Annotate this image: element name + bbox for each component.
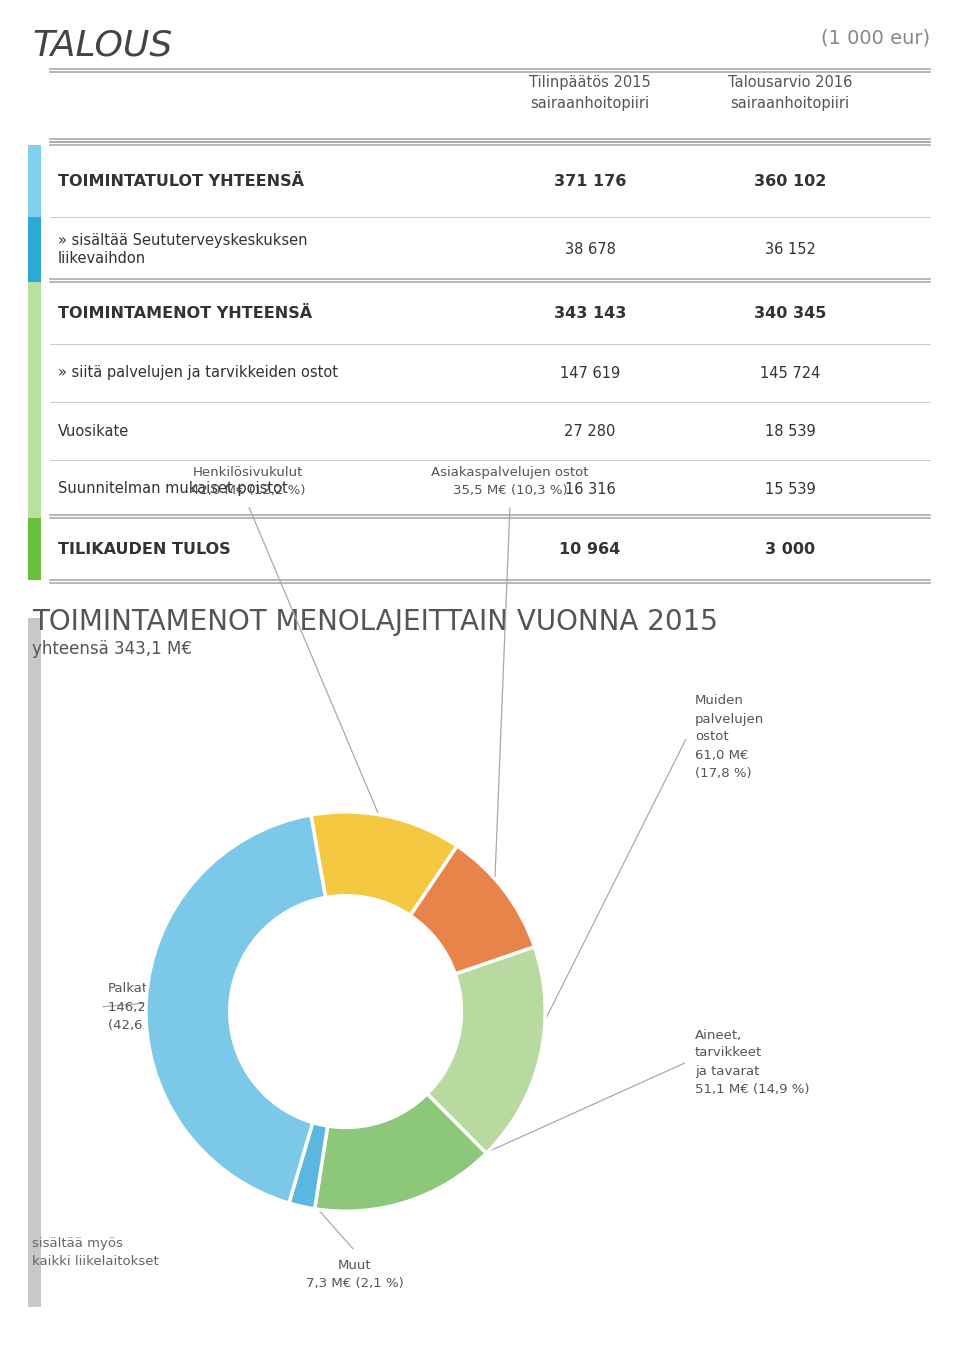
Bar [28,402,41,461]
Text: Muut
7,3 M€ (2,1 %): Muut 7,3 M€ (2,1 %) [306,1259,404,1290]
Wedge shape [146,815,325,1203]
Bar [28,518,41,580]
Wedge shape [315,1094,486,1211]
Text: TOIMINTATULOT YHTEENSÄ: TOIMINTATULOT YHTEENSÄ [58,174,304,189]
Bar [28,217,41,282]
Bar [28,618,41,1307]
Text: Aineet,
tarvikkeet
ja tavarat
51,1 M€ (14,9 %): Aineet, tarvikkeet ja tavarat 51,1 M€ (1… [695,1028,809,1095]
Bar [28,461,41,518]
Wedge shape [289,1122,327,1208]
Text: TALOUS: TALOUS [32,29,172,63]
Text: 147 619: 147 619 [560,365,620,380]
Text: Asiakaspalvelujen ostot
35,5 M€ (10,3 %): Asiakaspalvelujen ostot 35,5 M€ (10,3 %) [431,466,588,498]
Text: 145 724: 145 724 [759,365,820,380]
Text: TOIMINTAMENOT MENOLAJEITTAIN VUONNA 2015: TOIMINTAMENOT MENOLAJEITTAIN VUONNA 2015 [32,608,718,636]
Text: 371 176: 371 176 [554,174,626,189]
Wedge shape [410,846,535,975]
Text: TOIMINTAMENOT YHTEENSÄ: TOIMINTAMENOT YHTEENSÄ [58,305,312,320]
Text: 27 280: 27 280 [564,424,615,439]
Text: 18 539: 18 539 [764,424,815,439]
Text: Tilinpäätös 2015
sairaanhoitopiiri: Tilinpäätös 2015 sairaanhoitopiiri [529,75,651,111]
Text: sisältää myös
kaikki liikelaitokset: sisältää myös kaikki liikelaitokset [32,1237,158,1269]
Text: 16 316: 16 316 [564,481,615,496]
Text: » sisältää Seututerveyskeskuksen
liikevaihdon: » sisältää Seututerveyskeskuksen liikeva… [58,234,307,265]
Text: 10 964: 10 964 [560,541,620,556]
Circle shape [229,895,462,1128]
Text: 3 000: 3 000 [765,541,815,556]
Text: yhteensä 343,1 M€: yhteensä 343,1 M€ [32,640,192,658]
Text: 340 345: 340 345 [754,305,827,320]
Text: Vuosikate: Vuosikate [58,424,130,439]
Wedge shape [427,947,545,1154]
Text: 343 143: 343 143 [554,305,626,320]
Bar [28,282,41,344]
Text: 38 678: 38 678 [564,242,615,257]
Text: Talousarvio 2016
sairaanhoitopiiri: Talousarvio 2016 sairaanhoitopiiri [728,75,852,111]
Text: Muiden
palvelujen
ostot
61,0 M€
(17,8 %): Muiden palvelujen ostot 61,0 M€ (17,8 %) [695,694,764,779]
Text: TILIKAUDEN TULOS: TILIKAUDEN TULOS [58,541,230,556]
Text: 360 102: 360 102 [754,174,827,189]
Text: Palkat
146,2 M€
(42,6 %): Palkat 146,2 M€ (42,6 %) [108,983,170,1032]
Text: 36 152: 36 152 [764,242,815,257]
Text: (1 000 eur): (1 000 eur) [821,29,930,48]
Bar [28,344,41,402]
Text: » siitä palvelujen ja tarvikkeiden ostot: » siitä palvelujen ja tarvikkeiden ostot [58,365,338,380]
Bar [28,145,41,217]
Text: Henkilösivukulut
42,0 M€ (12,2 %): Henkilösivukulut 42,0 M€ (12,2 %) [191,466,305,498]
Text: Suunnitelman mukaiset poistot: Suunnitelman mukaiset poistot [58,481,288,496]
Text: 15 539: 15 539 [764,481,815,496]
Wedge shape [311,812,457,916]
